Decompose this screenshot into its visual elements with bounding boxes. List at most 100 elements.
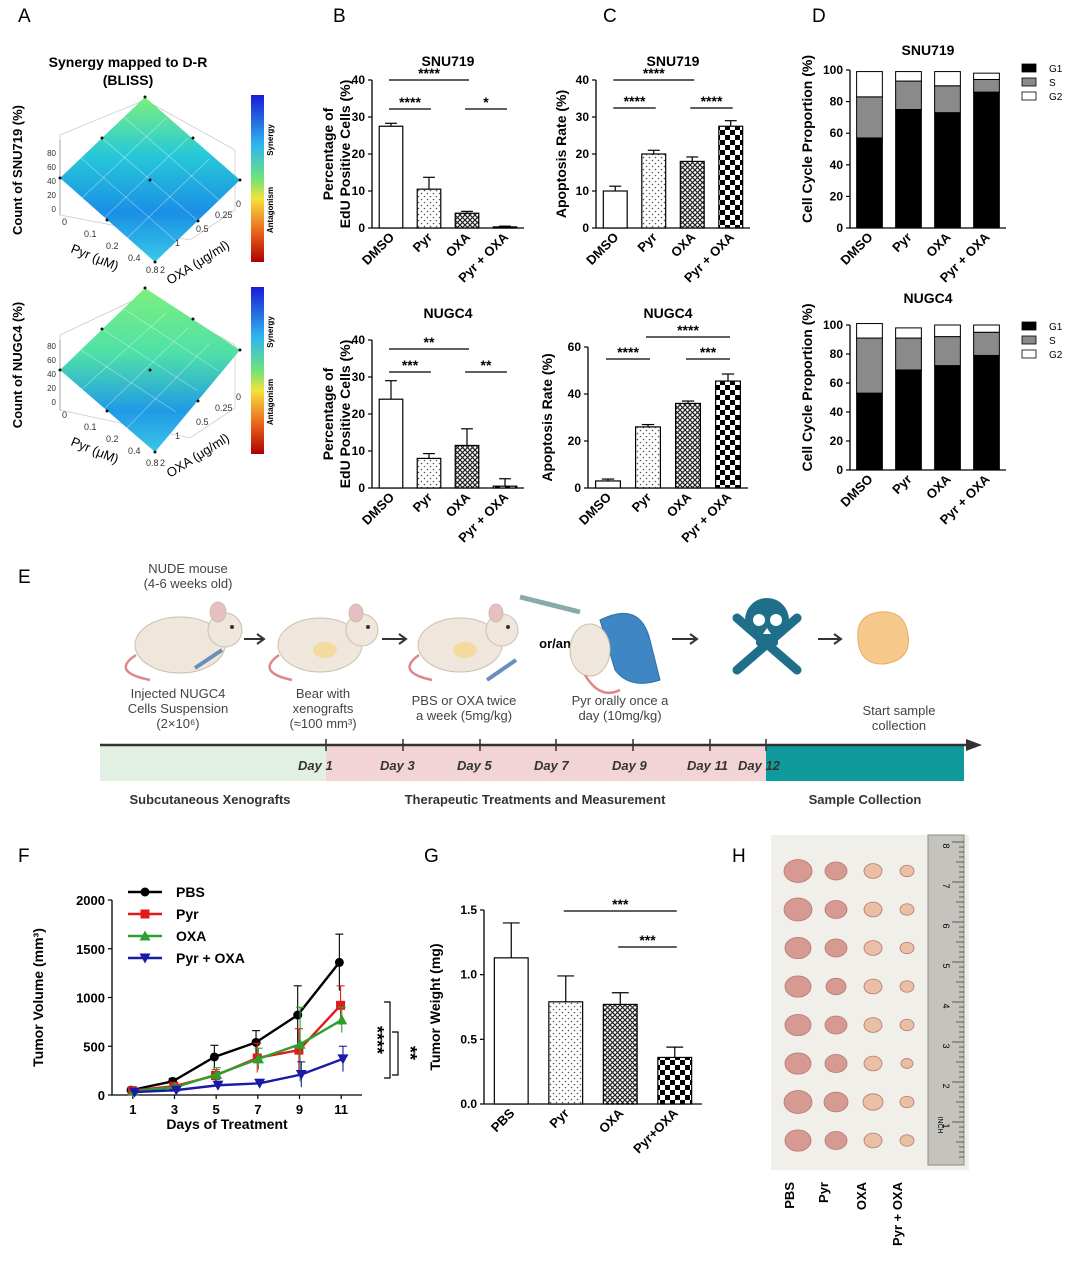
z-tick: 0 <box>52 205 57 214</box>
tumor-sample <box>825 977 847 996</box>
legend-label: S <box>1049 78 1056 89</box>
data-point <box>334 957 344 967</box>
ruler <box>927 834 965 1166</box>
bar <box>594 480 621 489</box>
z-tick: 0 <box>52 398 57 407</box>
bar <box>492 485 518 489</box>
y-tick: 2 <box>160 265 165 275</box>
tumor-sample <box>899 980 915 993</box>
tumor-sample <box>784 1129 812 1152</box>
chart-title: SNU719 <box>902 42 955 58</box>
y-tick: 0.25 <box>215 210 233 220</box>
arrow-icon <box>672 633 699 645</box>
colorbar-1: Synergy Antagonism <box>251 95 275 262</box>
bar <box>714 380 741 489</box>
y-tick-label: 60 <box>568 340 582 354</box>
y-tick-label: 20 <box>352 147 366 161</box>
synergy-surface-nugc4: Count of NUGC4 (%) 80 60 40 20 0 0 0.1 0… <box>10 286 242 481</box>
bar <box>679 160 705 229</box>
legend-label: G1 <box>1049 64 1063 75</box>
bar <box>674 402 701 489</box>
stacked-segment-g1 <box>934 112 961 229</box>
legend-label: Pyr <box>176 906 199 922</box>
data-point <box>337 1054 349 1065</box>
legend-swatch <box>1021 321 1037 331</box>
x-tick: 0.2 <box>106 241 119 251</box>
f-sig-stars-2: ** <box>400 1046 420 1060</box>
x-tick: 0.4 <box>128 446 141 456</box>
data-point <box>212 1080 224 1091</box>
tumor-sample <box>783 897 813 922</box>
bar <box>454 444 480 489</box>
y-tick-label: 80 <box>830 95 844 109</box>
stacked-segment-g2 <box>934 324 961 338</box>
y-tick-label: 0 <box>98 1088 105 1103</box>
ruler-number: 3 <box>941 1043 951 1048</box>
chart-g-tumor-weight: 0.0 0.5 1.0 1.5 Tumor Weight (mg) PBS Pyr OXA Py… <box>427 896 702 1156</box>
chart-title: NUGC4 <box>423 305 472 321</box>
tumor-sample <box>784 1052 812 1075</box>
y-tick-label: 0 <box>358 221 365 235</box>
stacked-segment-s <box>973 78 1000 93</box>
y-axis-label: Percentage of <box>320 107 336 200</box>
bar <box>641 153 667 229</box>
y-tick-label: 10 <box>352 184 366 198</box>
legend-marker <box>140 909 150 919</box>
tumor-sample <box>823 1091 849 1113</box>
ruler-number: 6 <box>941 923 951 928</box>
stacked-segment-g1 <box>895 369 922 471</box>
y-axis-label: EdU Positive Cells (%) <box>337 340 353 489</box>
panel-label-h: H <box>732 846 746 867</box>
x-tick-label: Pyr <box>546 1106 571 1131</box>
tumor-sample <box>784 936 812 960</box>
tumor-sample <box>863 978 883 995</box>
tumor-sample <box>863 1017 883 1033</box>
x-tick-label: DMSO <box>837 230 875 268</box>
chart-c-nugc4-apoptosis: NUGC4 0 20 40 60 Apoptosis Rate (%) DMSO Pyr OXA… <box>539 305 748 545</box>
z-tick: 40 <box>47 370 56 379</box>
stacked-segment-g2 <box>973 72 1000 80</box>
phase-label: Therapeutic Treatments and Measurement <box>405 792 666 807</box>
x-tick-label: Pyr <box>889 472 914 497</box>
y-axis-label: Cell Cycle Proportion (%) <box>799 55 815 223</box>
y-axis-label: EdU Positive Cells (%) <box>337 80 353 229</box>
timeline-arrowhead <box>966 739 982 751</box>
x-tick: 0 <box>62 410 67 420</box>
x-tick-label: OXA <box>923 229 954 260</box>
x-tick-label: DMSO <box>359 230 397 268</box>
y-axis-label: Tumor Weight (mg) <box>427 943 443 1070</box>
legend-swatch <box>1021 335 1037 345</box>
h-group-label: Pyr <box>816 1182 831 1203</box>
significance-stars: **** <box>624 93 646 109</box>
step2-line: xenografts <box>293 701 354 716</box>
legend-swatch <box>1021 77 1037 87</box>
mouse-age: (4-6 weeks old) <box>144 576 233 591</box>
day-label: Day 7 <box>534 758 569 773</box>
legend-marker <box>140 887 150 897</box>
bar <box>602 1003 638 1105</box>
y-tick-label: 30 <box>576 110 590 124</box>
y-tick: 0.25 <box>215 403 233 413</box>
y-tick-label: 40 <box>576 73 590 87</box>
tumor-sample <box>824 900 848 919</box>
panel-label-c: C <box>603 6 617 27</box>
series-line-pyr-oxa <box>134 1057 344 1094</box>
arrow-icon <box>244 633 266 645</box>
stacked-segment-g1 <box>973 91 1000 229</box>
bar <box>378 398 404 489</box>
x-tick-label: Pyr <box>410 230 435 255</box>
tumor-sample <box>824 1015 848 1035</box>
stacked-segment-s <box>973 331 1000 356</box>
z-tick: 80 <box>47 342 56 351</box>
tumor-sample <box>784 975 812 998</box>
z-tick: 20 <box>47 384 56 393</box>
z-tick: 60 <box>47 356 56 365</box>
panel-label-a: A <box>18 6 31 27</box>
data-point <box>251 1037 261 1047</box>
arrow-icon <box>818 633 843 645</box>
chart-f-tumor-volume: 0 500 1000 1500 2000 1 3 5 7 9 11 Days of Treatment… <box>30 884 362 1132</box>
x-tick-label: Pyr+OXA <box>630 1105 681 1156</box>
phase-subcutaneous-band <box>100 745 326 781</box>
tumor-sample <box>824 1131 848 1150</box>
